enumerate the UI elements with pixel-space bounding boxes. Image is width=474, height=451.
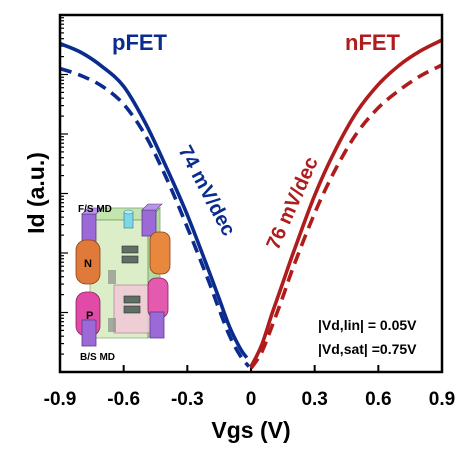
device-inset-image [75,203,171,347]
slope-label-pfet: 74 mV/dec [174,142,240,240]
series-label-pfet: pFET [112,30,168,55]
inset-label-n: N [84,258,92,270]
inset-label-bs-md: B/S MD [80,352,115,363]
x-tick-label-0: -0.9 [44,389,77,410]
x-tick-label-4: 0.3 [301,389,327,410]
inset-label-p: P [86,310,93,322]
annotation-vd-lin: |Vd,lin| = 0.05V [318,317,417,333]
x-axis-title: Vgs (V) [211,417,290,443]
x-tick-label-1: -0.6 [107,389,140,410]
pfet-dashed-curve [59,66,251,368]
annotation-vd-sat: |Vd,sat| =0.75V [318,341,417,357]
x-axis-tick-labels: -0.9 -0.6 -0.3 0 0.3 0.6 0.9 [44,389,456,410]
plot-frame [58,13,444,374]
nfet-solid-curve [249,38,443,368]
x-tick-label-5: 0.6 [365,389,391,410]
series-label-nfet: nFET [345,30,401,55]
slope-label-nfet: 76 mV/dec [262,154,322,253]
plot-curves [59,38,443,370]
nfet-dashed-curve [249,63,443,370]
x-tick-label-3: 0 [246,389,257,410]
pfet-solid-curve [59,41,249,359]
y-axis-title: Id (a.u.) [23,152,49,234]
x-tick-label-2: -0.3 [171,389,204,410]
inset-label-fs-md: F/S MD [78,204,112,215]
x-tick-label-6: 0.9 [429,389,455,410]
